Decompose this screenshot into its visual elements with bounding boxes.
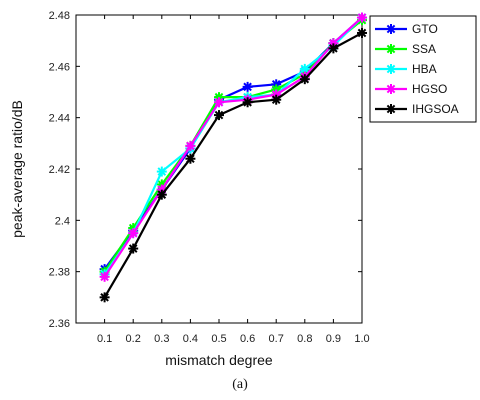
- marker-stroke: [386, 44, 396, 54]
- marker-stroke: [386, 64, 396, 74]
- x-axis-label: mismatch degree: [165, 352, 273, 368]
- data-point-ihgsoa: [328, 43, 339, 54]
- data-point-ihgsoa: [299, 74, 310, 85]
- x-tick-label: 0.8: [297, 333, 312, 345]
- legend-label-hgso: HGSO: [412, 82, 447, 96]
- legend-box: [369, 15, 477, 123]
- y-tick-label: 2.46: [49, 61, 70, 73]
- series-hba: [99, 12, 367, 280]
- x-tick-label: 0.4: [183, 333, 198, 345]
- marker-stroke: [243, 97, 252, 107]
- marker-stroke: [214, 110, 224, 120]
- x-tick-label: 0.3: [154, 333, 169, 345]
- legend-label-ssa: SSA: [412, 42, 436, 56]
- legend-label-gto: GTO: [412, 22, 438, 36]
- marker-stroke: [157, 190, 167, 199]
- data-point-gto: [242, 81, 253, 92]
- marker-stroke: [157, 167, 167, 176]
- y-tick-label: 2.42: [49, 164, 70, 176]
- data-point-hba: [299, 63, 310, 74]
- marker-stroke: [357, 13, 367, 22]
- data-point-ihgsoa: [185, 153, 196, 164]
- marker-stroke: [386, 84, 396, 94]
- legend-marker-ihgsoa: [386, 104, 396, 114]
- y-axis-label: peak-average ratio/dB: [9, 100, 25, 238]
- y-tick-label: 2.48: [49, 10, 70, 22]
- x-axis: 0.1 0.2 0.3 0.4 0.5 0.6 0.7 0.8 0.9 1.0: [97, 15, 370, 345]
- x-tick-label: 0.7: [269, 333, 284, 345]
- legend-entry-hgso: HGSO: [375, 82, 447, 96]
- marker-stroke: [271, 95, 281, 105]
- data-point-ihgsoa: [99, 292, 110, 303]
- series-line-hgso: [103, 16, 363, 278]
- y-tick-label: 2.4: [55, 215, 70, 227]
- data-point-hgso: [357, 12, 367, 23]
- series-line-hba: [103, 16, 363, 275]
- marker-stroke: [386, 24, 396, 34]
- data-point-ihgsoa: [242, 97, 253, 108]
- data-point-hgso: [99, 271, 110, 282]
- series-line-ihgsoa: [103, 31, 363, 298]
- legend-marker-gto: [386, 24, 396, 34]
- legend-items: GTO SSA HBA HGSO IHGSOA: [375, 22, 459, 116]
- x-tick-label: 1.0: [354, 333, 369, 345]
- data-point-ihgsoa: [271, 94, 282, 105]
- series-layer: [99, 12, 367, 303]
- legend-entry-hba: HBA: [375, 62, 437, 76]
- figure-caption: (a): [232, 377, 248, 392]
- legend-marker-ssa: [386, 44, 396, 54]
- marker-stroke: [329, 44, 338, 53]
- marker-stroke: [300, 64, 310, 74]
- data-point-hgso: [185, 140, 196, 151]
- data-point-ihgsoa: [128, 243, 139, 254]
- legend-entry-gto: GTO: [375, 22, 438, 36]
- y-axis: 2.36 2.38 2.4 2.42 2.44 2.46 2.48: [49, 10, 362, 330]
- x-tick-label: 0.1: [97, 333, 112, 345]
- series-hgso: [99, 12, 367, 282]
- marker-stroke: [128, 228, 138, 238]
- y-tick-label: 2.36: [49, 318, 70, 330]
- legend: GTO SSA HBA HGSO IHGSOA: [369, 15, 477, 123]
- legend-marker-hgso: [386, 84, 396, 94]
- x-tick-label: 0.5: [211, 333, 226, 345]
- marker-stroke: [100, 293, 109, 302]
- data-point-hba: [156, 166, 167, 177]
- x-tick-label: 0.2: [126, 333, 141, 345]
- marker-stroke: [100, 272, 109, 282]
- legend-entry-ssa: SSA: [375, 42, 436, 56]
- data-point-ihgsoa: [357, 27, 367, 38]
- marker-stroke: [357, 28, 367, 38]
- y-tick-label: 2.44: [49, 113, 70, 125]
- data-point-ihgsoa: [156, 189, 167, 200]
- series-ihgsoa: [99, 27, 367, 303]
- legend-entry-ihgsoa: IHGSOA: [375, 102, 459, 116]
- marker-stroke: [300, 74, 310, 84]
- marker-stroke: [186, 154, 195, 164]
- data-point-hgso: [214, 97, 224, 108]
- x-tick-label: 0.9: [326, 333, 341, 345]
- marker-stroke: [186, 141, 195, 151]
- x-tick-label: 0.6: [240, 333, 255, 345]
- marker-stroke: [243, 82, 252, 92]
- y-tick-label: 2.38: [49, 267, 70, 279]
- legend-label-hba: HBA: [412, 62, 437, 76]
- marker-stroke: [386, 104, 396, 114]
- data-point-hgso: [128, 228, 139, 239]
- legend-marker-hba: [386, 64, 396, 74]
- marker-stroke: [128, 244, 138, 253]
- marker-stroke: [214, 97, 224, 107]
- data-point-ihgsoa: [214, 110, 224, 121]
- legend-label-ihgsoa: IHGSOA: [412, 102, 459, 116]
